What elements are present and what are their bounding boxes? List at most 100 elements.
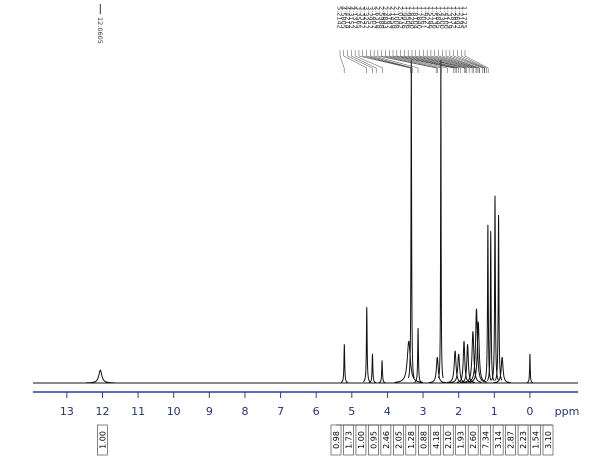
peak (414, 328, 422, 383)
peak (486, 231, 495, 381)
integral-label: 1.93 (457, 431, 466, 449)
peak-label: 5.2142 (336, 6, 344, 29)
peak-label-leader (351, 50, 377, 73)
peak (469, 321, 487, 383)
peak-label: 1.8290 (408, 6, 416, 29)
integral-label: 0.98 (332, 431, 341, 449)
integral-label: 4.18 (432, 431, 441, 449)
peak-label-leader (396, 50, 456, 73)
integral-box (467, 424, 479, 456)
peak-label: 1.4845 (434, 6, 442, 29)
peak (493, 357, 511, 384)
integral-label: 1.00 (357, 431, 366, 449)
integral-box (97, 424, 108, 456)
peak-label: 2.5988 (377, 6, 385, 29)
integral-box (480, 424, 491, 456)
integral-label: 1.73 (344, 431, 353, 449)
integral-box (430, 424, 442, 456)
peak-label: 1.3219 (446, 6, 454, 29)
peak (363, 307, 371, 383)
peak-label: 3.3565 (355, 6, 363, 29)
peak-label: 2.1008 (393, 6, 401, 29)
peak-label: 1.2692 (453, 6, 461, 29)
x-tick-label: 7 (277, 405, 284, 418)
integral-box (442, 424, 454, 456)
x-tick-label: 11 (131, 405, 145, 418)
peak-label: 2.0542 (396, 6, 404, 29)
integral-label: 2.46 (382, 431, 391, 449)
integral-label: 1.54 (532, 431, 541, 449)
peak-label: 1.9506 (404, 6, 412, 29)
integral-box (355, 424, 367, 456)
integral-box (343, 424, 354, 456)
peak (438, 59, 444, 379)
peak (86, 369, 115, 384)
peak-label-leader (464, 50, 489, 73)
x-tick-label: 1 (491, 405, 498, 418)
peak-label-leader (366, 50, 412, 73)
peak-label: 3.1407 (370, 6, 378, 29)
peak-label-leader (400, 50, 457, 73)
peak-label-leader (407, 50, 461, 73)
peak-label: 1.7840 (415, 6, 423, 29)
peak-label: 1.1725 (461, 6, 469, 29)
peak-label-leader (373, 50, 419, 73)
integral-label: 3.10 (544, 431, 553, 449)
peak-label-leader (434, 50, 477, 73)
peak-label: 2.6318 (374, 6, 382, 29)
x-tick-label: 8 (241, 405, 248, 418)
integral-box (330, 424, 342, 456)
peak-label-leader (457, 50, 485, 73)
peak-label-leader (419, 50, 467, 73)
peak (407, 59, 415, 379)
integral-label: 3.14 (494, 431, 503, 449)
integral-box (368, 424, 379, 456)
peak-label: 3.3322 (358, 6, 366, 29)
peak-label-leader (381, 50, 438, 73)
peak-label-leader (392, 50, 454, 73)
peak-label-leader (343, 50, 368, 73)
peak (368, 353, 376, 384)
peak-label: 1.6227 (423, 6, 431, 29)
integral-box (380, 424, 392, 456)
integral-label: 0.95 (369, 431, 378, 449)
peak-label-leader (411, 50, 466, 73)
peak-label-leader (404, 50, 460, 73)
peak (394, 340, 424, 383)
peak-label: 1.5136 (430, 6, 438, 29)
peak-label-leader (453, 50, 485, 73)
peak (526, 353, 533, 384)
peak-label: 4.1312 (351, 6, 359, 29)
peak-label-leader (426, 50, 473, 73)
x-tick-label: 9 (206, 405, 213, 418)
peak-label: 3.3257 (362, 6, 370, 29)
integral-label: 1.28 (407, 431, 416, 449)
peak (467, 308, 486, 383)
integral-label: 0.88 (419, 431, 428, 449)
x-tick-label: 13 (60, 405, 74, 418)
peak-label: 1.8104 (411, 6, 419, 29)
x-tick-label: 0 (526, 405, 533, 418)
peak-label-leader (442, 50, 480, 73)
peak-label-leader (388, 50, 448, 73)
peak-label: 1.4300 (438, 6, 446, 29)
integral-label: 2.10 (444, 431, 453, 449)
peak-label-leader (339, 50, 345, 73)
peak-label-leader (460, 50, 487, 73)
peak-label: 1.2832 (449, 6, 457, 29)
peak-label: 2.1459 (389, 6, 397, 29)
peak-label: 2.3187 (385, 6, 393, 29)
peak-label: 12.0605 (96, 17, 104, 44)
x-tick-label: 10 (167, 405, 181, 418)
peak-label: 4.4214 (343, 6, 351, 29)
integral-box (530, 424, 541, 456)
integral-box (417, 424, 429, 456)
x-tick-label: 5 (348, 405, 355, 418)
peak (460, 344, 475, 383)
integral-label: 2.87 (507, 431, 516, 449)
peak-label-leader (445, 50, 480, 73)
peak (491, 195, 499, 381)
peak-label-leader (430, 50, 474, 73)
integral-label: 1.00 (98, 431, 107, 449)
x-tick-label: 4 (384, 405, 391, 418)
